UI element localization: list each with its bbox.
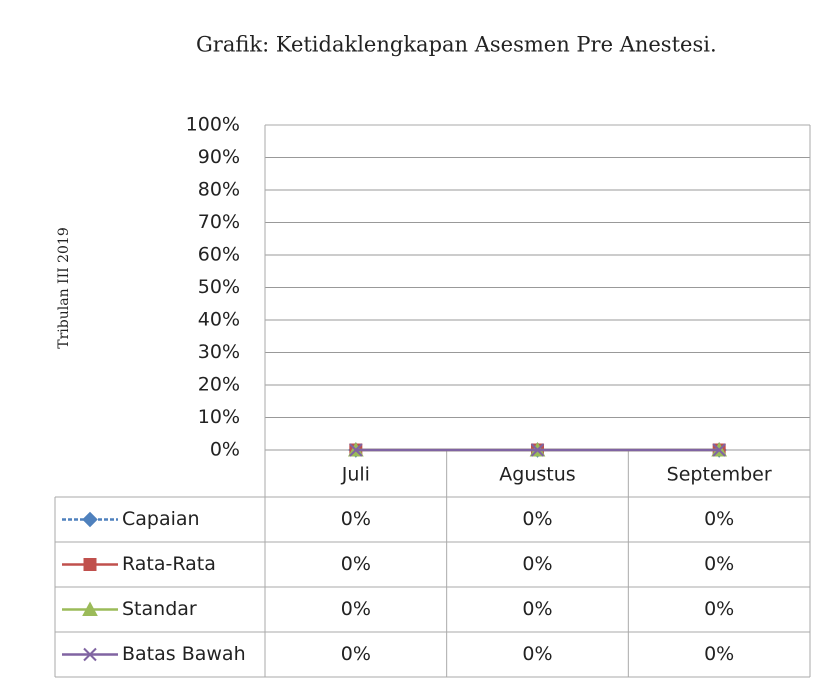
legend-marker: [82, 511, 98, 528]
legend-label: Capaian: [122, 508, 200, 530]
legend-marker: [82, 601, 98, 616]
legend-label: Standar: [122, 598, 197, 620]
marker-stroke: [349, 443, 363, 457]
y-tick-label: 20%: [198, 374, 240, 396]
legend-marker: [83, 647, 97, 662]
marker-stroke: [530, 443, 545, 457]
y-tick-label: 70%: [198, 211, 240, 233]
marker-stroke: [83, 647, 97, 662]
table-cell: 0%: [704, 508, 734, 530]
marker: [349, 443, 363, 457]
table-cell: 0%: [522, 508, 552, 530]
marker: [530, 443, 545, 457]
y-tick-label: 90%: [198, 146, 240, 168]
legend-marker: [83, 558, 97, 571]
x-tick-label: Agustus: [499, 464, 575, 486]
y-tick-label: 40%: [198, 309, 240, 331]
marker-stroke: [712, 443, 726, 457]
table-cell: 0%: [341, 553, 371, 575]
y-tick-label: 60%: [198, 244, 240, 266]
y-tick-label: 80%: [198, 179, 240, 201]
x-tick-label: Juli: [341, 464, 370, 486]
table-cell: 0%: [522, 598, 552, 620]
chart-title: Grafik: Ketidaklengkapan Asesmen Pre Ane…: [196, 33, 717, 57]
marker: [712, 443, 726, 457]
table-cell: 0%: [522, 643, 552, 665]
y-tick-label: 100%: [186, 114, 240, 136]
legend-label: Rata-Rata: [122, 553, 216, 575]
y-tick-label: 30%: [198, 341, 240, 363]
table-cell: 0%: [704, 598, 734, 620]
table-cell: 0%: [704, 553, 734, 575]
x-tick-label: September: [667, 464, 772, 486]
table-cell: 0%: [341, 643, 371, 665]
table-cell: 0%: [522, 553, 552, 575]
table-cell: 0%: [341, 508, 371, 530]
table-cell: 0%: [341, 598, 371, 620]
y-axis-label: Tribulan III 2019: [56, 227, 72, 348]
table-cell: 0%: [704, 643, 734, 665]
y-tick-label: 0%: [210, 439, 240, 461]
y-tick-label: 10%: [198, 406, 240, 428]
y-tick-label: 50%: [198, 276, 240, 298]
legend-label: Batas Bawah: [122, 643, 246, 665]
